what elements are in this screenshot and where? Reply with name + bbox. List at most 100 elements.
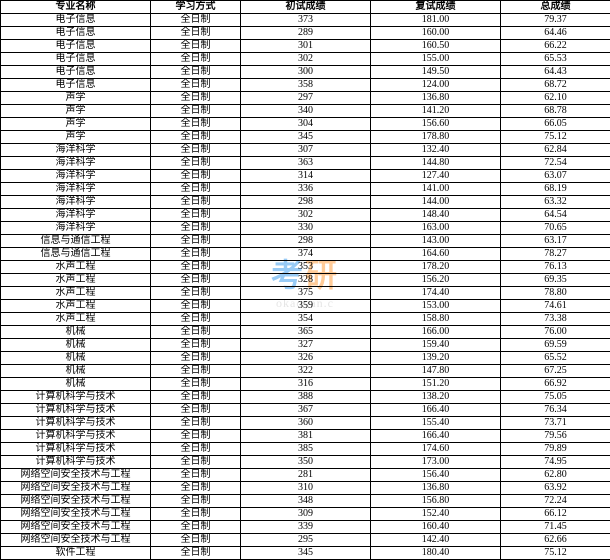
table-cell: 79.89 xyxy=(501,443,610,456)
table-cell: 72.24 xyxy=(501,495,610,508)
table-row: 水声工程全日制359153.0074.61 xyxy=(1,300,610,313)
table-cell: 全日制 xyxy=(151,248,241,261)
table-cell: 353 xyxy=(241,261,371,274)
table-cell: 海洋科学 xyxy=(1,183,151,196)
table-row: 声学全日制340141.2068.78 xyxy=(1,105,610,118)
table-cell: 158.80 xyxy=(371,313,501,326)
table-row: 海洋科学全日制336141.0068.19 xyxy=(1,183,610,196)
table-cell: 63.32 xyxy=(501,196,610,209)
table-cell: 75.12 xyxy=(501,547,610,560)
table-cell: 76.00 xyxy=(501,326,610,339)
table-cell: 78.80 xyxy=(501,287,610,300)
score-table: 专业名称 学习方式 初试成绩 复试成绩 总成绩 电子信息全日制373181.00… xyxy=(0,0,610,560)
table-cell: 75.05 xyxy=(501,391,610,404)
table-cell: 66.92 xyxy=(501,378,610,391)
table-cell: 全日制 xyxy=(151,196,241,209)
table-cell: 73.71 xyxy=(501,417,610,430)
table-row: 计算机科学与技术全日制360155.4073.71 xyxy=(1,417,610,430)
table-row: 水声工程全日制353178.2076.13 xyxy=(1,261,610,274)
table-cell: 62.80 xyxy=(501,469,610,482)
table-cell: 136.80 xyxy=(371,92,501,105)
table-row: 电子信息全日制358124.0068.72 xyxy=(1,79,610,92)
table-body: 电子信息全日制373181.0079.37电子信息全日制289160.0064.… xyxy=(1,14,610,560)
table-cell: 电子信息 xyxy=(1,27,151,40)
table-cell: 机械 xyxy=(1,378,151,391)
table-cell: 海洋科学 xyxy=(1,196,151,209)
table-cell: 178.20 xyxy=(371,261,501,274)
table-cell: 电子信息 xyxy=(1,66,151,79)
table-cell: 75.12 xyxy=(501,131,610,144)
table-cell: 316 xyxy=(241,378,371,391)
table-cell: 124.00 xyxy=(371,79,501,92)
table-cell: 全日制 xyxy=(151,339,241,352)
table-cell: 水声工程 xyxy=(1,313,151,326)
table-cell: 网络空间安全技术与工程 xyxy=(1,482,151,495)
table-cell: 136.80 xyxy=(371,482,501,495)
table-cell: 信息与通信工程 xyxy=(1,235,151,248)
table-cell: 388 xyxy=(241,391,371,404)
table-row: 电子信息全日制300149.5064.43 xyxy=(1,66,610,79)
table-cell: 69.59 xyxy=(501,339,610,352)
table-cell: 全日制 xyxy=(151,235,241,248)
col-header-total: 总成绩 xyxy=(501,1,610,14)
table-row: 声学全日制304156.6066.05 xyxy=(1,118,610,131)
table-cell: 网络空间安全技术与工程 xyxy=(1,521,151,534)
table-header-row: 专业名称 学习方式 初试成绩 复试成绩 总成绩 xyxy=(1,1,610,14)
table-cell: 全日制 xyxy=(151,534,241,547)
table-cell: 62.66 xyxy=(501,534,610,547)
table-cell: 300 xyxy=(241,66,371,79)
table-cell: 358 xyxy=(241,79,371,92)
table-cell: 173.00 xyxy=(371,456,501,469)
table-row: 计算机科学与技术全日制385174.6079.89 xyxy=(1,443,610,456)
table-cell: 海洋科学 xyxy=(1,209,151,222)
table-cell: 信息与通信工程 xyxy=(1,248,151,261)
table-cell: 156.60 xyxy=(371,118,501,131)
table-cell: 69.35 xyxy=(501,274,610,287)
table-cell: 68.72 xyxy=(501,79,610,92)
table-row: 网络空间安全技术与工程全日制339160.4071.45 xyxy=(1,521,610,534)
table-cell: 72.54 xyxy=(501,157,610,170)
table-cell: 160.00 xyxy=(371,27,501,40)
table-cell: 64.46 xyxy=(501,27,610,40)
table-cell: 163.00 xyxy=(371,222,501,235)
table-cell: 海洋科学 xyxy=(1,222,151,235)
table-cell: 381 xyxy=(241,430,371,443)
table-row: 机械全日制316151.2066.92 xyxy=(1,378,610,391)
table-cell: 330 xyxy=(241,222,371,235)
table-cell: 153.00 xyxy=(371,300,501,313)
table-cell: 计算机科学与技术 xyxy=(1,430,151,443)
table-cell: 全日制 xyxy=(151,404,241,417)
table-cell: 178.80 xyxy=(371,131,501,144)
table-cell: 全日制 xyxy=(151,287,241,300)
table-cell: 304 xyxy=(241,118,371,131)
table-cell: 全日制 xyxy=(151,378,241,391)
table-cell: 310 xyxy=(241,482,371,495)
table-cell: 机械 xyxy=(1,339,151,352)
table-cell: 网络空间安全技术与工程 xyxy=(1,495,151,508)
table-row: 计算机科学与技术全日制381166.4079.56 xyxy=(1,430,610,443)
table-cell: 156.40 xyxy=(371,469,501,482)
table-cell: 326 xyxy=(241,352,371,365)
table-cell: 全日制 xyxy=(151,495,241,508)
table-cell: 62.10 xyxy=(501,92,610,105)
table-cell: 127.40 xyxy=(371,170,501,183)
table-cell: 149.50 xyxy=(371,66,501,79)
table-cell: 计算机科学与技术 xyxy=(1,417,151,430)
table-row: 网络空间安全技术与工程全日制310136.8063.92 xyxy=(1,482,610,495)
table-cell: 374 xyxy=(241,248,371,261)
table-cell: 336 xyxy=(241,183,371,196)
table-cell: 348 xyxy=(241,495,371,508)
table-cell: 计算机科学与技术 xyxy=(1,404,151,417)
table-row: 电子信息全日制373181.0079.37 xyxy=(1,14,610,27)
table-cell: 78.27 xyxy=(501,248,610,261)
table-cell: 76.34 xyxy=(501,404,610,417)
table-cell: 298 xyxy=(241,196,371,209)
table-row: 海洋科学全日制314127.4063.07 xyxy=(1,170,610,183)
table-cell: 132.40 xyxy=(371,144,501,157)
table-cell: 142.40 xyxy=(371,534,501,547)
table-row: 电子信息全日制289160.0064.46 xyxy=(1,27,610,40)
table-cell: 64.54 xyxy=(501,209,610,222)
table-row: 信息与通信工程全日制374164.6078.27 xyxy=(1,248,610,261)
table-cell: 289 xyxy=(241,27,371,40)
table-cell: 全日制 xyxy=(151,79,241,92)
